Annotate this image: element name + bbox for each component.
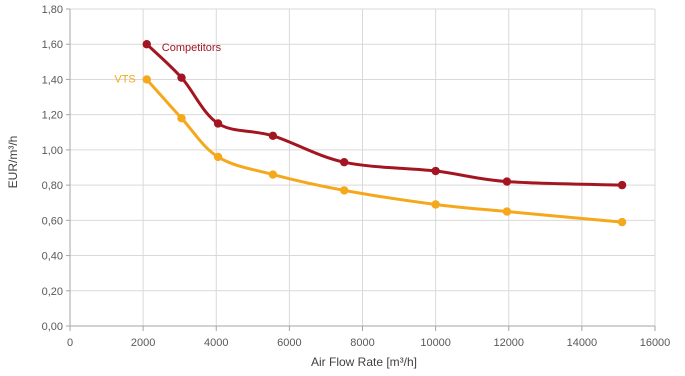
y-tick-label: 0,80 bbox=[42, 180, 63, 192]
grid-lines bbox=[70, 8, 656, 326]
y-tick-label: 1,20 bbox=[42, 110, 63, 122]
data-point-competitors bbox=[213, 119, 223, 128]
x-tick-labels: 0 2000 4000 6000 8000 10000 12000 14000 16000 bbox=[67, 337, 670, 349]
x-tick-label: 0 bbox=[67, 337, 73, 349]
data-point-competitors bbox=[177, 73, 186, 82]
x-tick-label: 6000 bbox=[277, 337, 301, 349]
y-tick-label: 0,60 bbox=[42, 215, 63, 227]
series-label-competitors: Competitors bbox=[162, 42, 222, 54]
axes bbox=[66, 8, 656, 331]
y-axis-title: EUR/m³/h bbox=[6, 136, 20, 189]
data-point-vts bbox=[431, 200, 440, 209]
y-tick-label: 1,00 bbox=[42, 145, 63, 157]
data-point-vts bbox=[268, 170, 278, 179]
series-label-vts: VTS bbox=[114, 73, 135, 85]
data-point-competitors bbox=[142, 40, 151, 49]
y-tick-label: 0,40 bbox=[42, 251, 63, 263]
x-axis-title: Air Flow Rate [m³/h] bbox=[311, 355, 417, 369]
data-point-vts bbox=[340, 186, 349, 195]
x-tick-label: 4000 bbox=[204, 337, 228, 349]
y-tick-label: 1,60 bbox=[42, 39, 63, 51]
data-point-vts bbox=[177, 113, 186, 123]
data-point-competitors bbox=[268, 131, 278, 140]
series-competitors: Competitors bbox=[142, 40, 627, 190]
y-tick-labels: 0,00 0,20 0,40 0,60 0,80 1,00 1,20 1,40 1,60 1,80 bbox=[42, 4, 63, 333]
y-tick-label: 1,80 bbox=[42, 4, 63, 16]
data-point-vts bbox=[617, 217, 627, 227]
data-point-competitors bbox=[617, 180, 627, 190]
data-point-competitors bbox=[502, 177, 512, 186]
y-tick-label: 0,20 bbox=[42, 286, 63, 298]
x-tick-label: 8000 bbox=[350, 337, 374, 349]
x-tick-label: 2000 bbox=[131, 337, 155, 349]
series-vts: VTS bbox=[114, 73, 627, 227]
y-tick-label: 0,00 bbox=[42, 321, 63, 333]
x-tick-label: 10000 bbox=[420, 337, 451, 349]
series-group: VTS Competitors bbox=[114, 40, 627, 227]
data-point-vts bbox=[502, 207, 512, 216]
data-point-vts bbox=[142, 75, 151, 84]
x-tick-label: 14000 bbox=[567, 337, 598, 349]
x-tick-label: 16000 bbox=[640, 337, 671, 349]
data-point-vts bbox=[213, 152, 223, 162]
y-tick-label: 1,40 bbox=[42, 74, 63, 86]
data-point-competitors bbox=[431, 166, 440, 176]
series-line-vts bbox=[145, 77, 624, 224]
x-tick-label: 12000 bbox=[493, 337, 524, 349]
data-point-competitors bbox=[340, 158, 349, 167]
